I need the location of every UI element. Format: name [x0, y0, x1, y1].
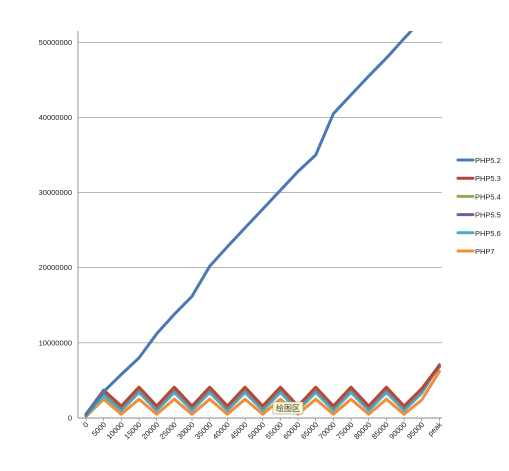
x-tick-label: 40000 [211, 420, 232, 441]
series-line-php5-6 [84, 363, 441, 417]
legend-label: PHP5.5 [475, 211, 501, 220]
series-line-php5-2 [84, 31, 414, 416]
x-tick-label: 20000 [140, 420, 161, 441]
y-tick-label: 30000000 [39, 188, 72, 197]
series-lines [84, 31, 441, 418]
x-tick-label: 60000 [281, 420, 302, 441]
x-tick-label: 80000 [352, 420, 373, 441]
legend-label: PHP5.2 [475, 156, 501, 165]
x-tick-label: 90000 [387, 420, 408, 441]
x-tick-label: 55000 [264, 420, 285, 441]
legend-label: PHP5.6 [475, 229, 501, 238]
x-tick-label: 65000 [299, 420, 320, 441]
x-tick-label: 25000 [158, 420, 179, 441]
y-tick-label: 50000000 [39, 38, 72, 47]
x-tick-label: 10000 [105, 420, 126, 441]
x-tick-label: 0 [81, 420, 90, 429]
legend-label: PHP7 [475, 247, 495, 256]
x-tick-label: 70000 [317, 420, 338, 441]
y-axis: 0 10000000 20000000 30000000 40000000 5000000… [39, 31, 79, 423]
x-tick-label: 15000 [122, 420, 143, 441]
x-tick-label: 30000 [175, 420, 196, 441]
y-tick-label: 0 [68, 414, 72, 423]
y-tick-label: 20000000 [39, 263, 72, 272]
x-axis: 0 500010000150002000025000300003500040000… [78, 417, 444, 441]
grid-lines [78, 41, 442, 419]
x-tick-label: 75000 [334, 420, 355, 441]
series-line-php7 [84, 369, 441, 418]
legend-label: PHP5.3 [475, 174, 501, 183]
plot-area-tooltip-label: 绘图区 [276, 403, 300, 413]
series-line-php5-3 [84, 363, 441, 416]
legend-label: PHP5.4 [475, 192, 501, 201]
y-tick-label: 10000000 [39, 338, 72, 347]
x-tick-label: peak [426, 420, 444, 438]
x-tick-label: 45000 [228, 420, 249, 441]
x-tick-label: 85000 [370, 420, 391, 441]
y-tick-label: 40000000 [39, 113, 72, 122]
plot-area-tooltip: 绘图区 [272, 401, 304, 415]
x-tick-label: 50000 [246, 420, 267, 441]
x-tick-label: 95000 [405, 420, 426, 441]
x-tick-label: 35000 [193, 420, 214, 441]
legend: PHP5.2 PHP5.3 PHP5.4 PHP5.5 PHP5.6 PHP7 [456, 156, 501, 256]
